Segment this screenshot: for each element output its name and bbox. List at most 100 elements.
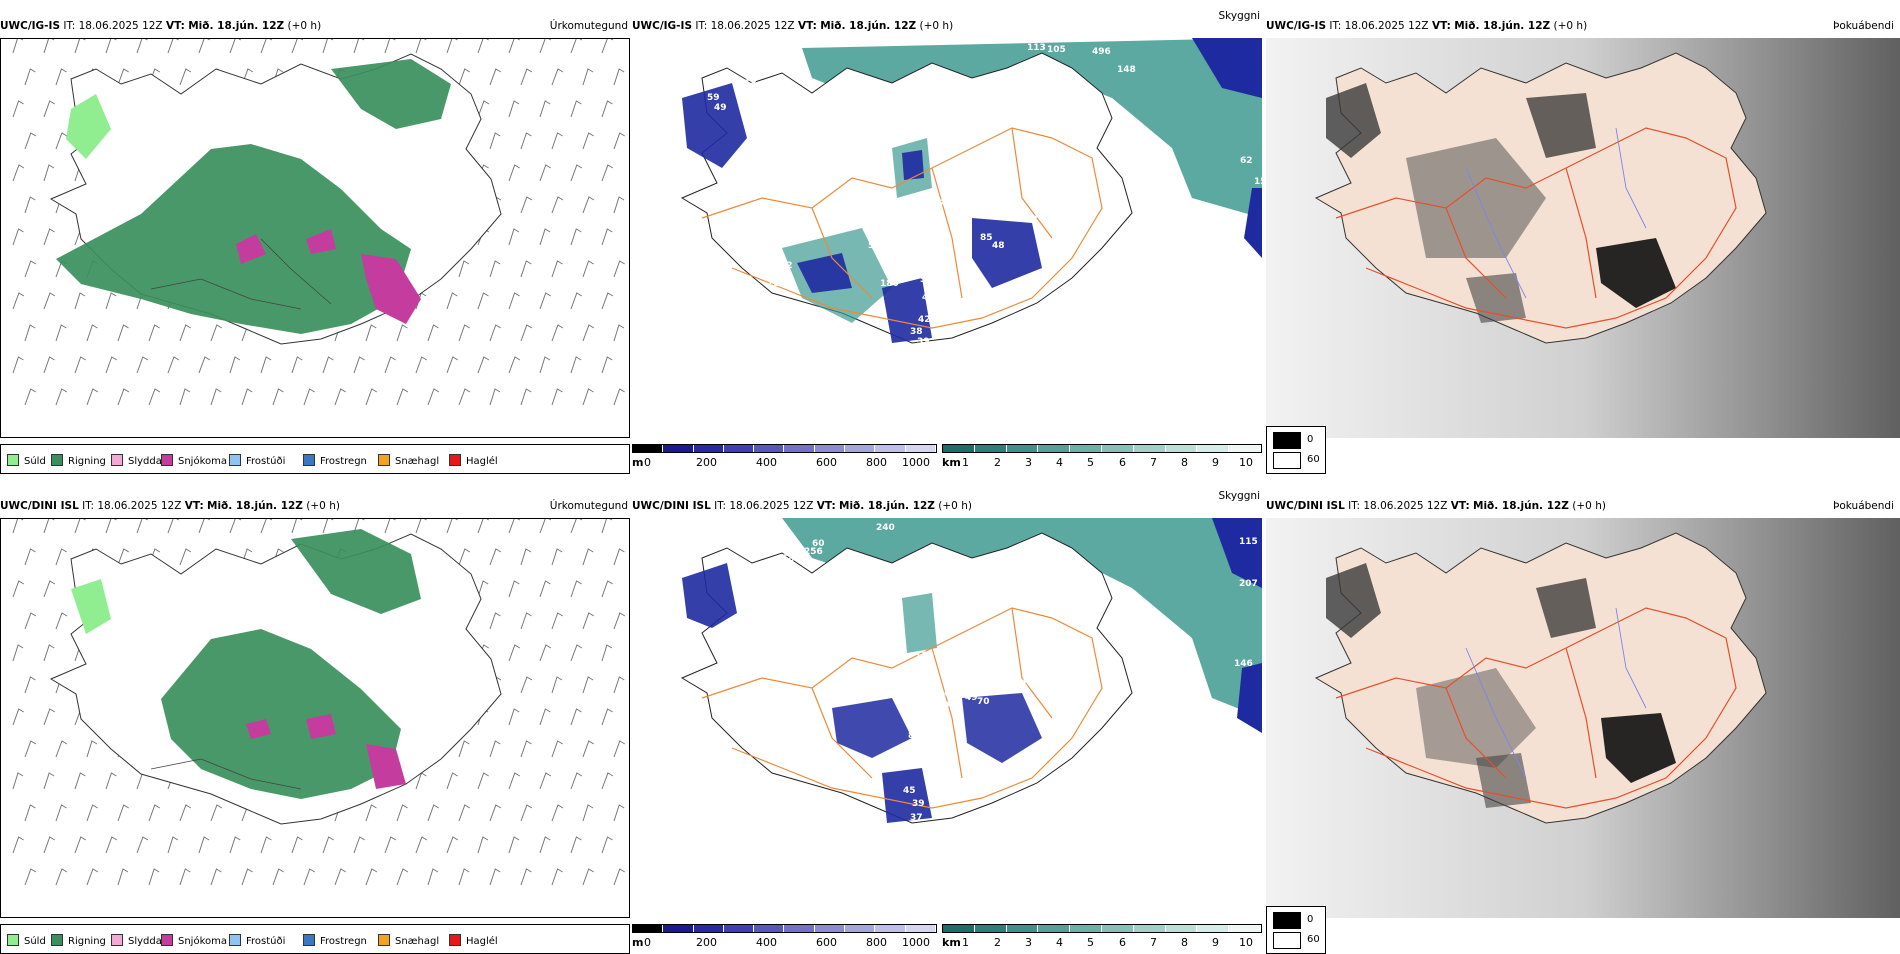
it-label: IT: — [695, 20, 708, 32]
ceiling-label: 55 — [868, 241, 881, 251]
wind-barb — [117, 868, 129, 886]
ceiling-tick: 1000 — [902, 456, 930, 469]
wind-barb — [334, 868, 347, 886]
wind-barb — [508, 228, 520, 246]
wind-barb — [86, 324, 98, 342]
visibility-tick: 7 — [1150, 456, 1157, 469]
ceiling-label: 54 — [937, 199, 950, 209]
ceiling-label: 91 — [708, 201, 721, 211]
vt-value: Mið. 18.jún. 12Z — [820, 20, 917, 32]
wind-barb — [12, 708, 24, 726]
visibility-bar — [942, 924, 1262, 933]
ceiling-label: 73 — [984, 568, 997, 578]
snow-area-3 — [306, 229, 336, 254]
wind-barb — [582, 132, 594, 150]
ceiling-label: 154 — [772, 559, 791, 569]
ceiling-label: 680 — [898, 255, 917, 265]
wind-barb — [148, 324, 160, 342]
ceiling-tick: 0 — [644, 936, 651, 949]
wind-barb — [477, 836, 489, 854]
ceiling-unit: m — [632, 936, 644, 949]
ceiling-tick: 400 — [756, 456, 777, 469]
wind-barb — [551, 740, 563, 758]
visibility-tick: 3 — [1025, 936, 1032, 949]
ceiling-label: 48 — [992, 241, 1005, 251]
panel-header: UWC/IG-IS IT: 18.06.2025 12Z VT: Mið. 18… — [632, 10, 1262, 38]
wind-barb — [582, 548, 594, 566]
wind-barb — [415, 356, 428, 374]
legend-item: Slydda — [111, 934, 162, 948]
model-name: UWC/IG-IS — [0, 20, 61, 32]
wind-barb — [322, 39, 334, 54]
visibility-bar — [942, 444, 1262, 453]
wind-barb — [229, 836, 241, 854]
ceiling-bar — [632, 924, 937, 933]
wind-barb — [446, 39, 458, 54]
wind-barb — [551, 868, 563, 886]
ceiling-label: 66 — [772, 577, 785, 587]
wind-barb — [12, 580, 25, 598]
wind-barb — [601, 356, 613, 374]
model-name: UWC/IG-IS — [632, 20, 693, 32]
wind-barb — [508, 519, 521, 534]
wind-barb — [198, 836, 210, 854]
visibility-tick: 8 — [1181, 456, 1188, 469]
wind-barb — [570, 100, 582, 118]
wind-barb — [582, 676, 594, 694]
low-ceiling-westfjords — [682, 83, 747, 168]
wind-barb — [24, 324, 36, 342]
wind-barb — [210, 804, 223, 822]
ceiling-label: 60 — [786, 583, 799, 593]
wind-barb — [291, 356, 303, 374]
wind-barb — [179, 804, 192, 822]
panel-title: Skyggni — [1218, 490, 1261, 502]
visibility-tick: 8 — [1181, 936, 1188, 949]
legend-label: Rigning — [68, 936, 106, 947]
ceiling-label: 62 — [780, 261, 793, 271]
wind-barb — [570, 519, 583, 534]
vt-label: VT: — [1450, 500, 1470, 512]
wind-barb — [570, 772, 583, 790]
ceiling-label: 256 — [804, 547, 823, 557]
legend-item: Haglél — [449, 934, 498, 948]
lead-time: (+0 h) — [287, 20, 322, 32]
fog-legend-max-swatch — [1273, 452, 1301, 469]
snow-area-3 — [246, 719, 271, 739]
wind-barb — [136, 519, 148, 534]
wind-barb — [613, 740, 626, 758]
wind-barb — [396, 804, 408, 822]
ceiling-label: 37 — [680, 214, 693, 224]
legend-label: Súld — [24, 456, 46, 467]
wind-barb — [12, 519, 24, 534]
wind-barb — [322, 519, 334, 534]
ceiling-label: 708 — [995, 83, 1014, 93]
wind-barb — [179, 548, 192, 566]
wind-barb — [12, 292, 25, 310]
wind-barb — [551, 132, 563, 150]
legend-item: Snjókoma — [161, 934, 227, 948]
ceiling-tick: 600 — [816, 936, 837, 949]
ceiling-label: 58 — [744, 79, 757, 89]
precip-legend: Súld Rigning Slydda Snjókoma Frostúði Frostre… — [0, 444, 630, 474]
ceiling-tick: 0 — [644, 456, 651, 469]
wind-barb — [539, 356, 551, 374]
ceiling-label: 51 — [929, 676, 942, 686]
wind-barb — [12, 356, 24, 374]
ceiling-label: 62 — [907, 194, 920, 204]
precip-map — [0, 38, 630, 438]
visibility-tick: 2 — [994, 456, 1001, 469]
wind-barb — [148, 388, 161, 406]
wind-barb — [43, 772, 55, 790]
wind-barb — [136, 836, 149, 854]
wind-barb — [74, 519, 86, 534]
wind-barb — [427, 388, 440, 406]
ceiling-label: 39 — [912, 799, 925, 809]
legend-label: Snæhagl — [395, 456, 440, 467]
wind-barb — [105, 292, 117, 310]
wind-barb — [539, 772, 552, 790]
ceiling-label: 51 — [736, 584, 749, 594]
